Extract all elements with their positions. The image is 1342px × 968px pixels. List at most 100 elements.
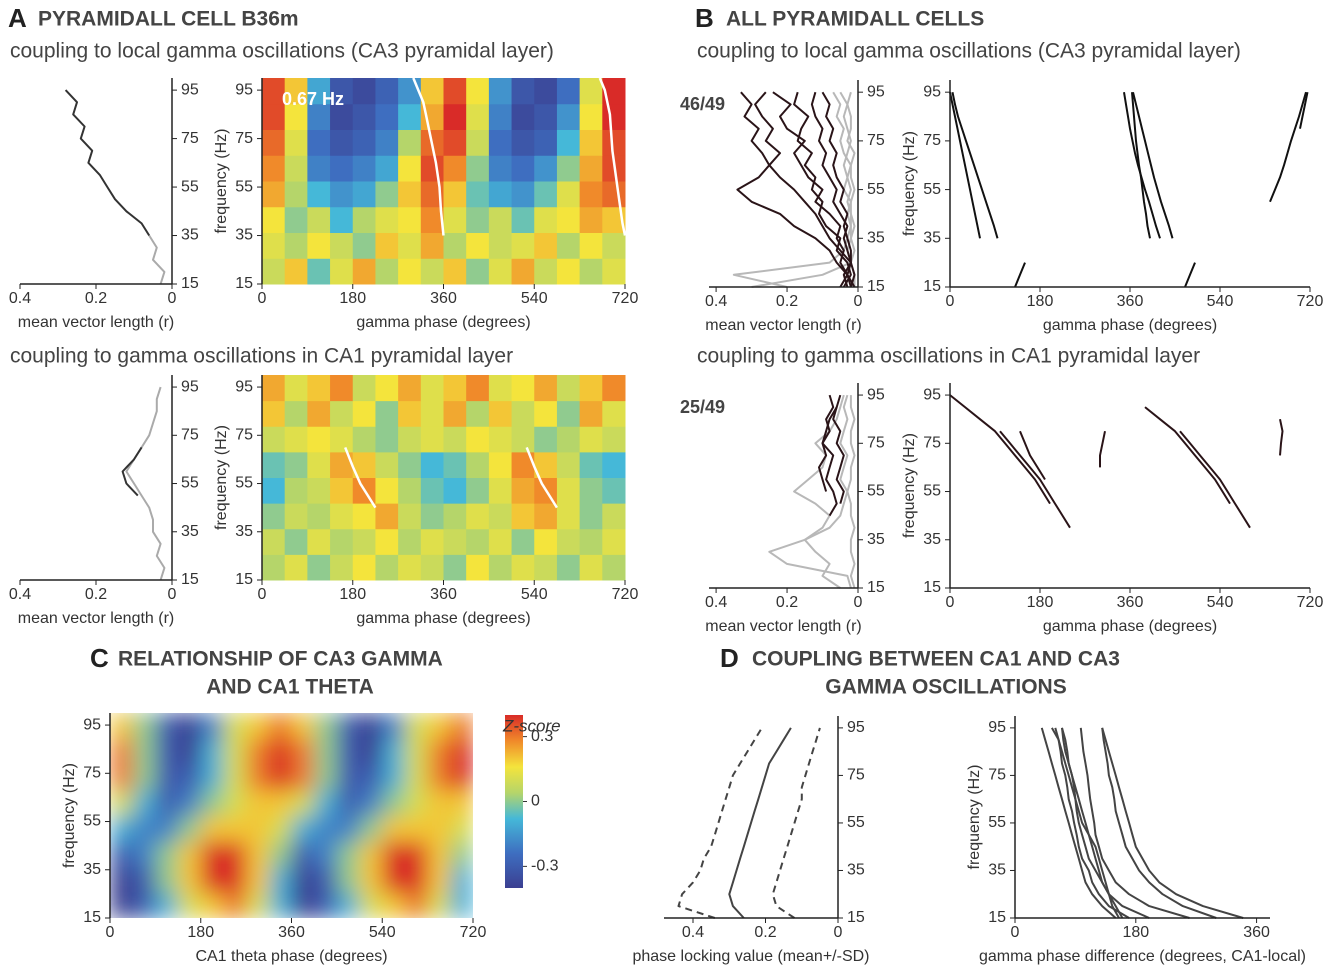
heatmap-cell bbox=[602, 103, 626, 130]
panel-subtitle: coupling to gamma oscillations in CA1 py… bbox=[10, 345, 513, 368]
y-tick-label: 35 bbox=[235, 523, 253, 540]
heatmap-cell bbox=[307, 206, 331, 233]
heatmap-cell bbox=[246, 713, 270, 740]
y-tick-label: 95 bbox=[923, 83, 941, 100]
y-tick-label: 95 bbox=[181, 378, 199, 395]
heatmap-cell bbox=[579, 129, 603, 156]
heatmap-cell bbox=[262, 503, 286, 530]
heatmap-cell bbox=[314, 866, 338, 893]
heatmap-cell bbox=[330, 503, 354, 530]
heatmap-cell bbox=[262, 554, 286, 581]
heatmap-cell bbox=[534, 451, 558, 478]
y-tick-label: 55 bbox=[181, 475, 199, 492]
heatmap-cell bbox=[375, 103, 399, 130]
chart: 46/49 15 35 55 75 95 0.4 0.2 0 mean vector length… bbox=[680, 80, 885, 334]
x-tick-label: 180 bbox=[339, 290, 366, 307]
heatmap-cell bbox=[443, 129, 467, 156]
heatmap-cell bbox=[443, 426, 467, 453]
chart: 15 35 55 75 95 0 180 360 540 720 gamma phase (degr… bbox=[901, 383, 1323, 635]
heatmap-cell bbox=[466, 503, 490, 530]
heatmap-cell bbox=[420, 181, 444, 208]
heatmap-cell bbox=[307, 129, 331, 156]
heatmap-cell bbox=[602, 426, 626, 453]
heatmap-cell bbox=[284, 375, 308, 402]
x-tick-label: 0 bbox=[258, 586, 267, 603]
heatmap-cell bbox=[200, 841, 224, 868]
heatmap-cell bbox=[307, 78, 331, 105]
heatmap-cell bbox=[511, 78, 535, 105]
y-tick-label: 15 bbox=[181, 571, 199, 588]
y-tick-label: 75 bbox=[181, 130, 199, 147]
panel-title: ALL PYRAMIDALL CELLS bbox=[726, 8, 984, 31]
heatmap-cell bbox=[359, 815, 383, 842]
heatmap-cell bbox=[307, 451, 331, 478]
heatmap-cell bbox=[336, 815, 361, 842]
heatmap-cell bbox=[534, 426, 558, 453]
heatmap-cell bbox=[291, 764, 315, 791]
heatmap-cell bbox=[579, 206, 603, 233]
y-tick-label: 75 bbox=[847, 767, 865, 784]
heatmap-cell bbox=[352, 451, 376, 478]
heatmap-cell bbox=[314, 738, 338, 765]
heatmap-cell bbox=[262, 400, 286, 427]
heatmap-cell bbox=[307, 400, 331, 427]
y-tick-label: 95 bbox=[867, 83, 885, 100]
heatmap-cell bbox=[352, 503, 376, 530]
heatmap-cell bbox=[268, 841, 292, 868]
heatmap-cell bbox=[398, 400, 422, 427]
x-tick-label: 180 bbox=[1122, 924, 1149, 941]
heatmap-cell bbox=[200, 892, 224, 918]
heatmap-cell bbox=[443, 554, 467, 581]
heatmap-cell bbox=[556, 258, 581, 285]
heatmap-cell bbox=[223, 789, 247, 816]
heatmap-cell bbox=[488, 528, 513, 555]
data-line bbox=[818, 394, 835, 492]
heatmap-cell bbox=[223, 892, 247, 918]
panel-letter: D bbox=[720, 643, 739, 673]
heatmap-cell bbox=[579, 426, 603, 453]
heatmap-cell bbox=[178, 841, 202, 868]
heatmap-cell bbox=[132, 789, 156, 816]
heatmap-cell bbox=[330, 451, 354, 478]
heatmap-cell bbox=[404, 866, 429, 893]
heatmap-cell bbox=[110, 815, 134, 842]
heatmap-cell bbox=[330, 477, 354, 504]
heatmap-cell bbox=[307, 528, 331, 555]
heatmap-cell bbox=[375, 528, 399, 555]
heatmap-cell bbox=[375, 206, 399, 233]
heatmap-cell bbox=[556, 155, 581, 182]
y-tick-label: 75 bbox=[923, 132, 941, 149]
x-tick-label: 0.2 bbox=[754, 924, 776, 941]
heatmap-cell bbox=[132, 866, 156, 893]
heatmap-cell bbox=[398, 232, 422, 259]
heatmap-cell bbox=[443, 181, 467, 208]
heatmap-cell bbox=[602, 232, 626, 259]
heatmap-cell bbox=[330, 206, 354, 233]
x-tick-label: 720 bbox=[460, 924, 487, 941]
x-tick-label: 0 bbox=[946, 594, 955, 611]
heatmap-cell bbox=[602, 528, 626, 555]
y-tick-label: 15 bbox=[923, 579, 941, 596]
heatmap-cell bbox=[450, 789, 473, 816]
y-tick-label: 55 bbox=[923, 181, 941, 198]
x-tick-label: 540 bbox=[521, 290, 548, 307]
heatmap-cell bbox=[420, 258, 444, 285]
heatmap-cell bbox=[330, 258, 354, 285]
heatmap-cell bbox=[602, 78, 626, 105]
heatmap-cell bbox=[556, 103, 581, 130]
heatmap bbox=[262, 375, 626, 581]
x-tick-label: 360 bbox=[1117, 293, 1144, 310]
x-tick-label: 180 bbox=[1027, 594, 1054, 611]
data-line bbox=[846, 91, 856, 287]
heatmap-cell bbox=[110, 738, 134, 765]
x-tick-label: 540 bbox=[369, 924, 396, 941]
heatmap-cell bbox=[307, 477, 331, 504]
heatmap-cell bbox=[466, 103, 490, 130]
data-line bbox=[1079, 727, 1190, 919]
heatmap-cell bbox=[336, 892, 361, 918]
x-tick-label: 540 bbox=[1207, 293, 1234, 310]
heatmap-cell bbox=[246, 789, 270, 816]
heatmap-cell bbox=[427, 764, 451, 791]
x-tick-label: 0.4 bbox=[9, 290, 31, 307]
x-tick-label: 0.4 bbox=[705, 293, 727, 310]
